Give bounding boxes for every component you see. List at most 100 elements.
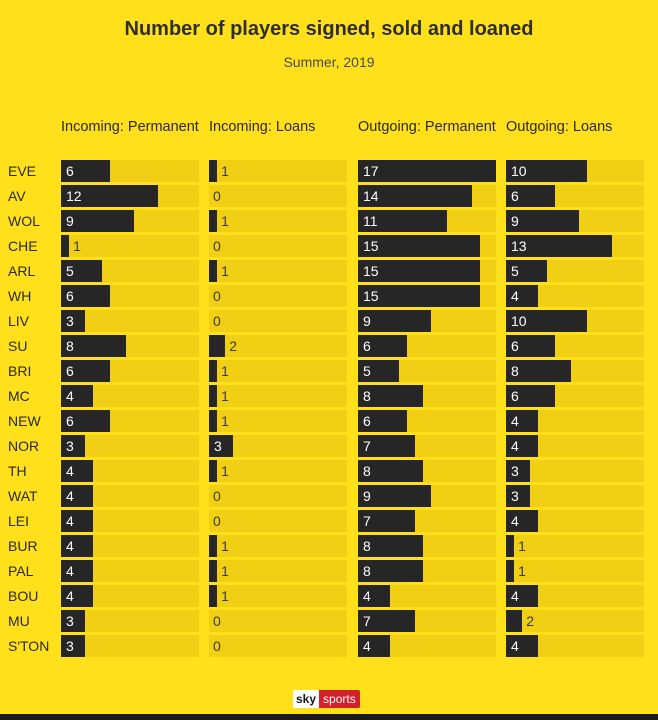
bar (358, 210, 448, 232)
data-label: 4 (66, 513, 74, 529)
bar (506, 585, 539, 607)
bar (61, 235, 70, 257)
bar (61, 435, 86, 457)
team-label: MC (8, 388, 30, 404)
bar (506, 210, 580, 232)
bar-track (209, 410, 347, 432)
data-label: 14 (363, 188, 379, 204)
data-label: 9 (363, 488, 371, 504)
bar-track (61, 460, 199, 482)
bar-track (61, 485, 199, 507)
bar (61, 335, 126, 357)
data-label: 15 (363, 238, 379, 254)
data-label: 6 (66, 288, 74, 304)
data-label: 1 (518, 563, 526, 579)
data-label: 4 (66, 463, 74, 479)
bar-track (61, 610, 199, 632)
bar (61, 585, 94, 607)
bar (506, 360, 571, 382)
bar (61, 410, 110, 432)
bar-track (61, 585, 199, 607)
bar (358, 285, 480, 307)
data-label: 1 (221, 263, 229, 279)
data-label: 6 (363, 413, 371, 429)
bar-track (209, 510, 347, 532)
data-label: 8 (363, 463, 371, 479)
data-label: 6 (363, 338, 371, 354)
bar (358, 510, 415, 532)
bar (506, 635, 539, 657)
logo-sports-text: sports (319, 690, 360, 708)
team-label: BRI (8, 363, 32, 379)
data-label: 0 (213, 638, 221, 654)
data-label: 9 (363, 313, 371, 329)
bar (61, 460, 94, 482)
team-label: CHE (8, 238, 38, 254)
data-label: 8 (511, 363, 519, 379)
column-header-2: Outgoing: Permanent (358, 119, 496, 135)
data-label: 6 (511, 388, 519, 404)
data-label: 1 (221, 563, 229, 579)
bar (358, 635, 391, 657)
data-label: 3 (66, 438, 74, 454)
bar (209, 385, 218, 407)
data-label: 0 (213, 238, 221, 254)
bar (358, 260, 480, 282)
bar-track (209, 210, 347, 232)
data-label: 6 (511, 188, 519, 204)
bar-track (209, 535, 347, 557)
data-label: 7 (363, 613, 371, 629)
data-label: 2 (229, 338, 238, 354)
data-label: 4 (66, 388, 74, 404)
data-label: 15 (363, 288, 379, 304)
data-label: 0 (213, 188, 221, 204)
bar-track (506, 460, 644, 482)
bar-track (209, 435, 347, 457)
bar-track (61, 635, 199, 657)
data-label: 0 (213, 513, 221, 529)
bar-track (506, 485, 644, 507)
bar (358, 460, 423, 482)
team-label: S'TON (8, 638, 50, 654)
data-label: 4 (363, 588, 371, 604)
data-label: 4 (66, 563, 74, 579)
bar (61, 285, 110, 307)
data-label: 4 (511, 638, 519, 654)
data-label: 3 (214, 438, 222, 454)
bar (506, 535, 515, 557)
bar-track (209, 285, 347, 307)
bar (61, 560, 94, 582)
bar-track (506, 635, 644, 657)
bar (358, 435, 415, 457)
data-label: 5 (511, 263, 519, 279)
bar-track (61, 435, 199, 457)
data-label: 3 (511, 488, 519, 504)
data-label: 4 (363, 638, 371, 654)
data-label: 3 (511, 463, 519, 479)
data-label: 3 (66, 638, 74, 654)
data-label: 3 (66, 313, 74, 329)
data-label: 1 (221, 538, 229, 554)
team-label: AV (8, 188, 26, 204)
bar (61, 385, 94, 407)
data-label: 10 (511, 313, 527, 329)
bar (506, 185, 555, 207)
bar-track (61, 235, 199, 257)
bar-track (61, 310, 199, 332)
bar-track (209, 160, 347, 182)
data-label: 0 (213, 313, 221, 329)
bar-track (209, 235, 347, 257)
bar-track (209, 335, 347, 357)
data-label: 8 (66, 338, 74, 354)
bar-track (61, 385, 199, 407)
data-label: 4 (511, 413, 519, 429)
bar (506, 610, 523, 632)
team-label: ARL (8, 263, 36, 279)
bar (61, 510, 94, 532)
bar (358, 485, 432, 507)
bar (506, 485, 531, 507)
data-label: 4 (511, 513, 519, 529)
column-header-0: Incoming: Permanent (61, 119, 199, 135)
bar (358, 185, 472, 207)
bar (209, 585, 218, 607)
